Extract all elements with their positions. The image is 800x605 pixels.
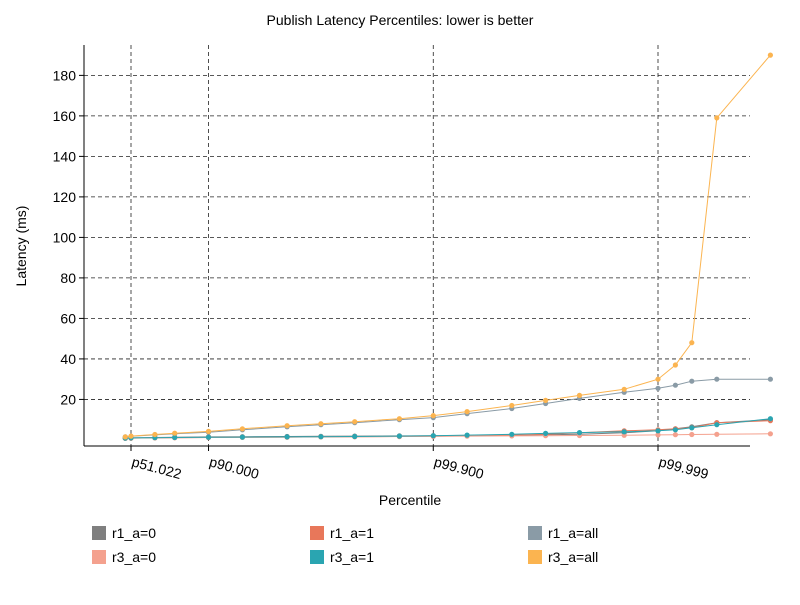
- data-point: [714, 431, 720, 437]
- legend-item[interactable]: r3_a=1: [310, 547, 374, 567]
- data-point: [767, 52, 774, 58]
- legend-label: r1_a=all: [548, 525, 599, 541]
- x-tick-label: p99.900: [432, 453, 485, 482]
- data-point: [621, 386, 627, 392]
- legend-item[interactable]: r3_a=all: [528, 547, 598, 567]
- data-point: [576, 392, 583, 398]
- y-tick-label: 120: [53, 189, 77, 205]
- data-point: [430, 433, 436, 439]
- legend-label: r1_a=0: [112, 525, 156, 541]
- x-tick-label: p51.022: [130, 453, 183, 482]
- data-point: [122, 434, 128, 440]
- data-point: [689, 431, 695, 438]
- data-point: [509, 431, 515, 437]
- series-r3_a=0: [122, 431, 774, 441]
- data-point: [396, 433, 402, 439]
- data-point: [352, 433, 358, 440]
- data-point: [767, 416, 774, 422]
- data-point: [767, 431, 774, 437]
- legend-item[interactable]: r1_a=all: [528, 523, 598, 543]
- data-point: [543, 430, 549, 436]
- data-point: [509, 402, 515, 409]
- legend-label: r3_a=all: [548, 549, 599, 565]
- legend-label: r3_a=0: [112, 549, 156, 565]
- data-point: [714, 115, 720, 121]
- x-tick-label: p90.000: [208, 453, 261, 482]
- data-point: [672, 432, 679, 438]
- data-point: [396, 416, 402, 422]
- data-point: [284, 423, 290, 429]
- x-tick-label: p99.999: [657, 453, 710, 482]
- legend-swatch: [92, 550, 106, 564]
- data-point: [689, 340, 695, 346]
- legend-label: r1_a=1: [330, 525, 374, 541]
- legend-item[interactable]: r1_a=0: [92, 523, 156, 543]
- legend-swatch: [528, 526, 542, 540]
- data-point: [655, 385, 661, 391]
- data-point: [172, 434, 178, 441]
- legend-item[interactable]: r1_a=1: [310, 523, 374, 543]
- legend-swatch: [310, 526, 324, 540]
- data-point: [464, 409, 470, 415]
- data-point: [576, 430, 583, 436]
- data-point: [128, 433, 134, 439]
- data-point: [318, 421, 324, 427]
- data-point: [205, 434, 212, 440]
- series-r3_a=all: [122, 52, 774, 440]
- y-tick-label: 140: [53, 148, 77, 164]
- legend-item[interactable]: r3_a=0: [92, 547, 156, 567]
- data-point: [352, 419, 358, 425]
- y-tick-label: 60: [60, 310, 76, 326]
- data-point: [767, 376, 774, 382]
- y-axis-label: Latency (ms): [13, 206, 29, 287]
- y-tick-label: 20: [60, 391, 76, 407]
- x-axis-label: Percentile: [379, 492, 441, 508]
- y-tick-label: 40: [60, 351, 76, 367]
- axes: 20 40 60 80 100 120 140 160 180 p51.022 p90.000 p99…: [53, 45, 750, 482]
- series-line: [125, 54, 771, 438]
- y-tick-label: 180: [53, 67, 77, 83]
- legend-swatch: [310, 550, 324, 564]
- data-point: [152, 431, 158, 438]
- y-tick-label: 80: [60, 270, 76, 286]
- data-point: [714, 422, 720, 428]
- data-point: [672, 382, 679, 388]
- legend-swatch: [92, 526, 106, 540]
- data-point: [689, 378, 695, 384]
- grid: [84, 45, 750, 446]
- data-point: [714, 376, 720, 382]
- data-point: [430, 413, 436, 419]
- data-point: [655, 376, 661, 382]
- data-point: [655, 428, 661, 434]
- data-point: [672, 427, 679, 433]
- legend-label: r3_a=1: [330, 549, 374, 565]
- data-point: [239, 434, 245, 440]
- data-point: [655, 432, 661, 438]
- y-tick-label: 160: [53, 108, 77, 124]
- legend-swatch: [528, 550, 542, 564]
- data-point: [689, 425, 695, 431]
- data-point: [205, 428, 212, 434]
- y-tick-label: 100: [53, 229, 77, 245]
- data-point: [318, 434, 324, 440]
- data-point: [172, 430, 178, 436]
- data-point: [672, 362, 679, 368]
- data-point: [621, 429, 627, 435]
- data-point: [543, 397, 549, 403]
- series-layer: [122, 52, 774, 441]
- data-point: [284, 434, 290, 440]
- chart-title: Publish Latency Percentiles: lower is be…: [267, 12, 534, 28]
- data-point: [464, 432, 470, 438]
- data-point: [239, 426, 245, 432]
